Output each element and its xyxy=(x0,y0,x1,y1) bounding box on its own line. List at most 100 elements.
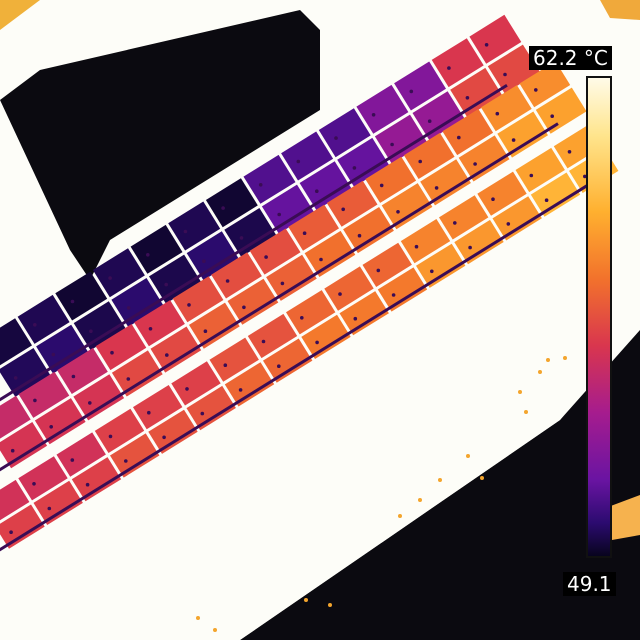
panel-cell xyxy=(266,254,317,301)
temperature-color-scale xyxy=(586,76,612,558)
cell-junction-dot xyxy=(418,159,423,164)
cell-junction-dot xyxy=(88,401,92,405)
cell-junction-dot xyxy=(146,253,150,257)
cell-junction-dot xyxy=(33,398,37,403)
cell-junction-dot xyxy=(10,448,15,453)
cell-junction-dot xyxy=(70,299,75,304)
cell-junction-dot xyxy=(126,306,131,310)
cell-junction-dot xyxy=(300,316,304,320)
hot-speck xyxy=(518,390,522,394)
hot-speck xyxy=(524,410,528,414)
cell-junction-dot xyxy=(376,268,381,273)
panel-cell xyxy=(149,254,201,304)
cell-junction-dot xyxy=(390,142,394,147)
panel-cell xyxy=(243,154,296,204)
hot-speck xyxy=(213,628,217,632)
hot-speck xyxy=(563,356,567,360)
panel-cell xyxy=(477,171,527,216)
panel-cell xyxy=(377,267,428,312)
cell-junction-dot xyxy=(484,43,489,47)
cell-junction-dot xyxy=(185,387,189,391)
panel-cell xyxy=(400,219,451,264)
panel-cell xyxy=(416,243,466,288)
cell-junction-dot xyxy=(258,183,263,187)
panel-cell xyxy=(130,224,183,274)
cell-junction-dot xyxy=(280,281,285,286)
panel-cell xyxy=(487,44,540,94)
cell-junction-dot xyxy=(583,174,587,179)
panel-cell xyxy=(224,362,275,407)
hot-speck xyxy=(196,616,200,620)
hot-speck xyxy=(480,476,484,480)
panel-cell xyxy=(56,432,106,477)
panel-cell xyxy=(412,91,465,141)
scale-min-label: 49.1 xyxy=(563,572,616,596)
panel-cell xyxy=(0,348,51,397)
panel-cell xyxy=(454,219,504,265)
panel-cell xyxy=(339,291,389,336)
panel-cell xyxy=(133,385,183,430)
panel-cell xyxy=(343,207,394,254)
cell-junction-dot xyxy=(124,459,128,463)
hot-speck xyxy=(466,454,470,458)
hot-speck xyxy=(398,514,402,518)
cell-junction-dot xyxy=(164,282,168,287)
panel-cell xyxy=(535,87,587,134)
cell-junction-dot xyxy=(162,435,166,440)
cell-junction-dot xyxy=(468,245,472,250)
cell-junction-dot xyxy=(341,207,346,212)
panel-cell xyxy=(301,314,351,359)
panel-cell xyxy=(171,361,221,406)
panel-cell xyxy=(288,204,339,251)
cell-junction-dot xyxy=(242,305,246,310)
panel-cell xyxy=(263,338,313,383)
cell-junction-dot xyxy=(221,206,225,210)
cell-junction-dot xyxy=(85,482,90,487)
cell-junction-dot xyxy=(534,88,538,92)
cell-junction-dot xyxy=(147,410,151,415)
scale-max-label: 62.2 °C xyxy=(529,46,612,70)
panel-cell xyxy=(356,84,409,134)
cell-junction-dot xyxy=(409,89,414,94)
panel-cell xyxy=(186,231,239,281)
panel-cell xyxy=(110,433,160,478)
cell-junction-dot xyxy=(315,340,319,345)
cell-junction-dot xyxy=(550,114,554,118)
panel-cell xyxy=(403,132,455,179)
cell-junction-dot xyxy=(302,231,307,235)
cell-junction-dot xyxy=(457,135,461,140)
panel-cell xyxy=(261,184,314,234)
cell-junction-dot xyxy=(183,229,188,234)
panel-cell xyxy=(286,290,336,335)
panel-cell xyxy=(0,318,32,366)
cell-junction-dot xyxy=(511,138,516,142)
cell-junction-dot xyxy=(379,183,384,188)
panel-cell xyxy=(150,326,202,373)
panel-cell xyxy=(458,135,510,182)
panel-cell xyxy=(55,271,108,321)
cell-junction-dot xyxy=(108,276,112,280)
cell-junction-dot xyxy=(49,425,53,429)
cell-junction-dot xyxy=(126,377,131,381)
panel-cell xyxy=(519,61,571,108)
cell-junction-dot xyxy=(108,434,113,439)
cell-junction-dot xyxy=(334,136,338,140)
panel-cell xyxy=(92,248,145,298)
cell-junction-dot xyxy=(110,350,114,355)
cell-junction-dot xyxy=(491,197,495,201)
panel-cell xyxy=(205,178,258,228)
panel-cell xyxy=(0,422,48,469)
cell-junction-dot xyxy=(225,279,230,283)
cell-junction-dot xyxy=(296,159,301,164)
cell-junction-dot xyxy=(13,376,18,380)
panel-cell xyxy=(18,371,70,418)
cell-junction-dot xyxy=(238,388,243,392)
panel-cell xyxy=(365,156,417,203)
panel-cell xyxy=(362,242,412,287)
cell-junction-dot xyxy=(427,119,432,123)
panel-cell xyxy=(36,324,88,374)
cell-junction-dot xyxy=(71,374,76,379)
panel-cell xyxy=(431,38,484,88)
panel-cell xyxy=(299,161,352,211)
